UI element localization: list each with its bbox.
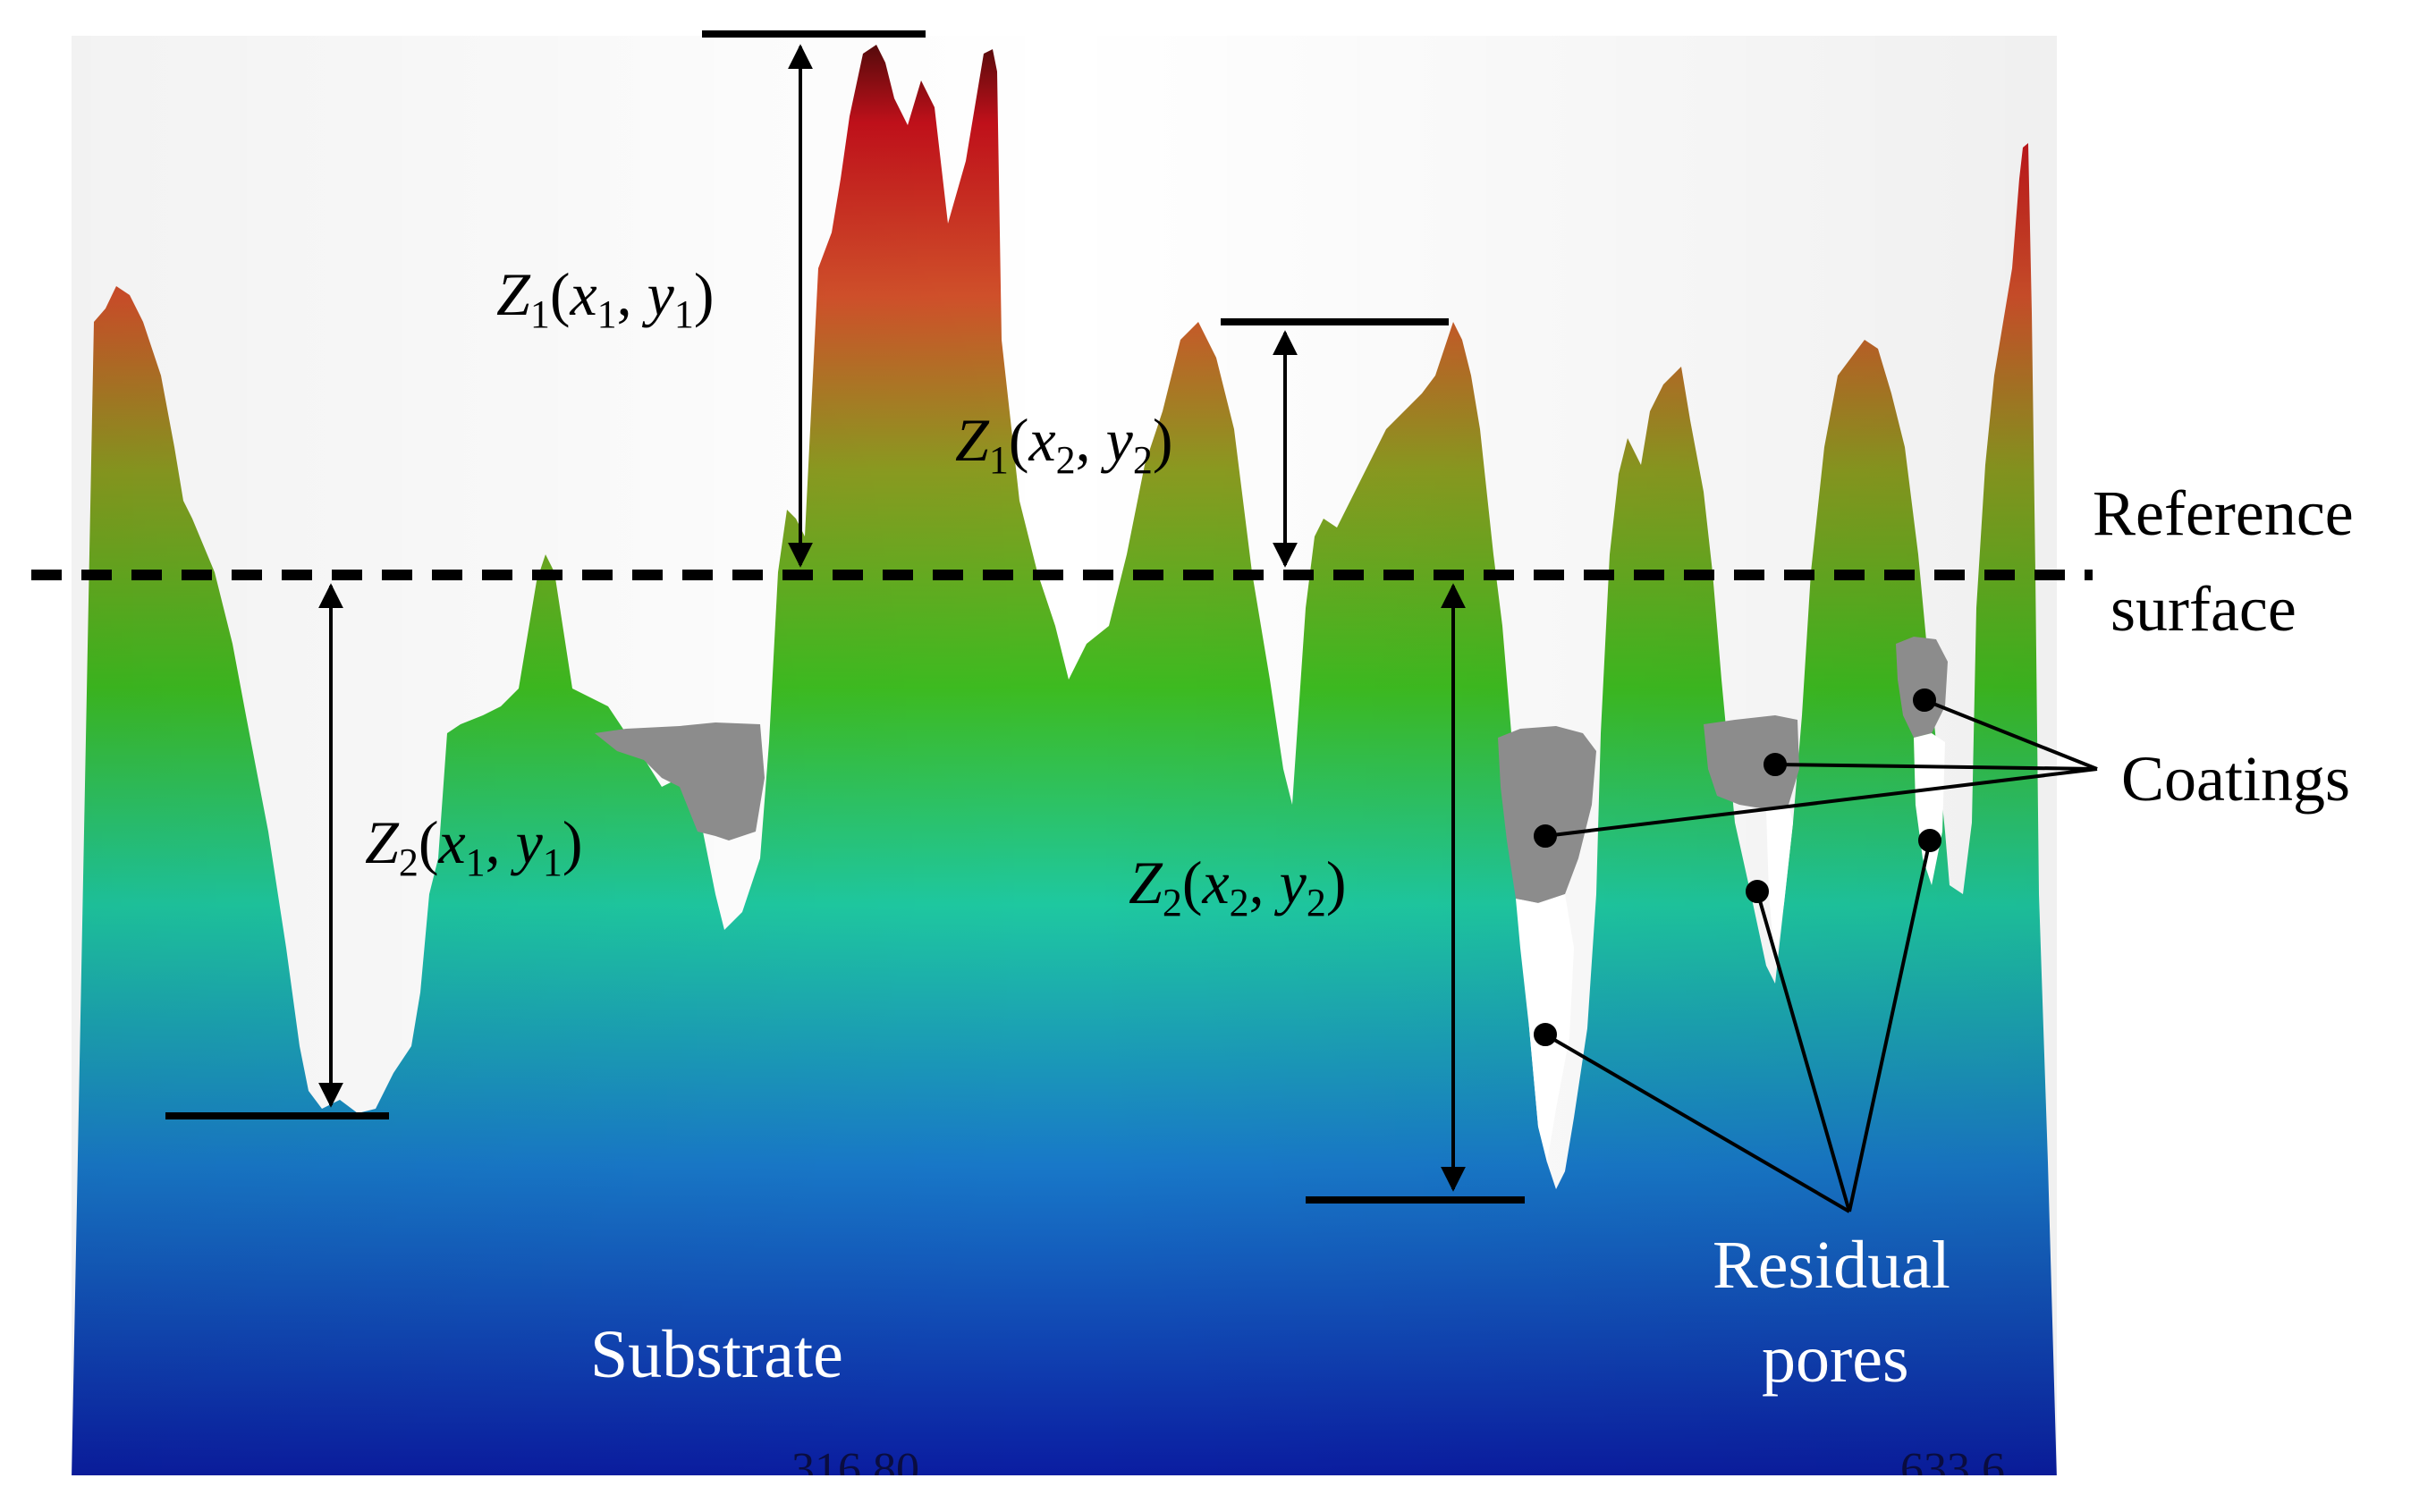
coating-patch-1 — [595, 722, 765, 840]
coating-dot-3 — [1913, 688, 1936, 712]
coating-patch-2 — [1498, 726, 1596, 903]
label-reference-surface-line1: Reference — [2093, 477, 2354, 549]
label-residual-pores-line1: Residual — [1713, 1228, 1950, 1303]
coating-patch-3 — [1704, 715, 1799, 809]
pore-dot-1 — [1534, 1023, 1557, 1046]
coatings-leader-1 — [1544, 767, 2098, 838]
z2-b-measure — [1306, 583, 1525, 1204]
coating-dot-2 — [1764, 753, 1787, 776]
coating-dot-1 — [1534, 824, 1557, 848]
pores-leader-1 — [1544, 1033, 1851, 1213]
pore-dot-2 — [1746, 880, 1769, 903]
z1-b-measure — [1221, 318, 1449, 568]
pores-leaders — [1534, 829, 1941, 1213]
label-coatings: Coatings — [2121, 743, 2350, 815]
coatings-leaders — [1534, 688, 2098, 848]
pore-gap-2 — [1766, 805, 1793, 966]
bottom-margin — [0, 1475, 2436, 1512]
pores-leader-2 — [1755, 891, 1851, 1212]
pores-leader-3 — [1848, 840, 1932, 1212]
pore-dot-3 — [1918, 829, 1941, 852]
label-z2-b: Z2(x2, y2) — [1129, 849, 1347, 925]
label-z1-a: Z1(x1, y1) — [496, 260, 715, 336]
coatings-leader-2 — [1774, 763, 2098, 771]
z2-a-measure — [165, 583, 389, 1119]
coating-patch-4 — [1896, 637, 1948, 738]
coatings-leader-3 — [1924, 698, 2098, 771]
label-substrate: Substrate — [590, 1317, 843, 1392]
label-residual-pores-line2: pores — [1762, 1322, 1909, 1397]
coatings-region — [595, 637, 1948, 903]
label-z2-a: Z2(x1, y1) — [365, 808, 583, 884]
label-z1-b: Z1(x2, y2) — [955, 406, 1173, 482]
label-reference-surface-line2: surface — [2110, 573, 2296, 645]
z1-a-measure — [702, 30, 926, 568]
